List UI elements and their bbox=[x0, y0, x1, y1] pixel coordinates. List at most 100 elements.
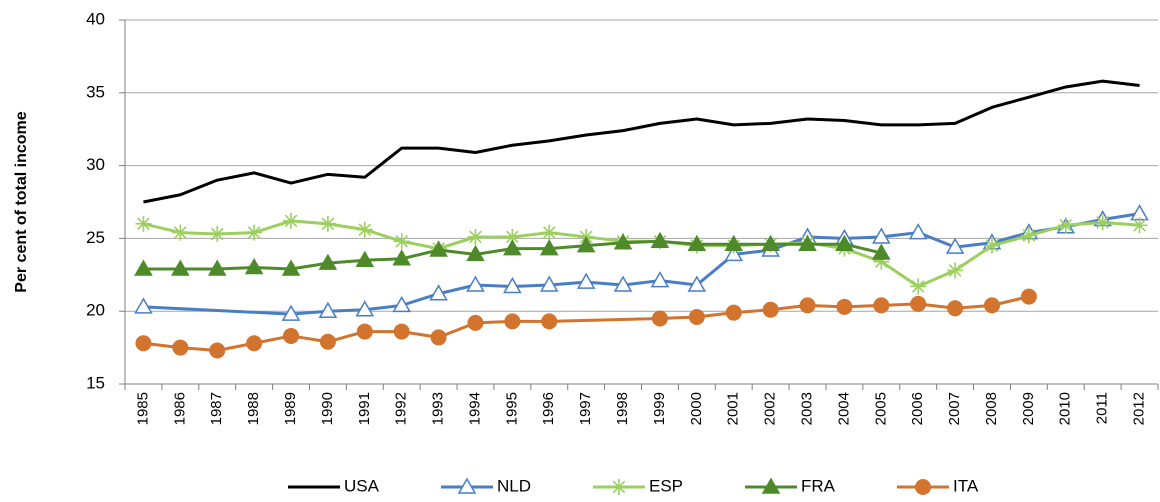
point bbox=[613, 233, 633, 250]
point bbox=[283, 212, 300, 229]
gap-connector bbox=[549, 316, 660, 323]
point bbox=[1094, 214, 1111, 231]
point bbox=[873, 297, 890, 314]
x-tick-label: 1995 bbox=[503, 392, 520, 425]
point bbox=[651, 310, 668, 327]
point bbox=[283, 327, 300, 344]
x-tick-label: 2006 bbox=[909, 392, 926, 425]
legend-marker bbox=[610, 479, 627, 495]
point bbox=[504, 228, 521, 245]
point bbox=[392, 295, 411, 313]
x-tick-label: 1991 bbox=[356, 392, 373, 425]
point bbox=[541, 224, 558, 241]
legend-marker bbox=[915, 479, 932, 495]
x-tick-label: 1997 bbox=[577, 392, 594, 425]
point bbox=[356, 323, 373, 340]
point bbox=[244, 258, 264, 275]
point bbox=[134, 259, 153, 276]
gap-connector bbox=[143, 305, 292, 316]
point bbox=[908, 223, 928, 240]
point bbox=[835, 234, 854, 251]
point bbox=[392, 249, 411, 266]
point bbox=[539, 275, 559, 292]
x-tick-label: 1996 bbox=[540, 392, 557, 425]
point bbox=[541, 313, 558, 330]
point bbox=[1057, 217, 1074, 234]
point bbox=[504, 313, 521, 330]
point bbox=[467, 228, 484, 245]
x-tick-label: 2007 bbox=[946, 392, 963, 425]
point bbox=[467, 314, 484, 331]
point bbox=[318, 301, 338, 318]
x-tick-label: 1999 bbox=[651, 392, 668, 425]
point bbox=[983, 297, 1000, 314]
point bbox=[393, 233, 410, 250]
point bbox=[725, 304, 742, 321]
point bbox=[872, 227, 891, 244]
legend-label: ITA bbox=[953, 476, 979, 495]
legend-label: USA bbox=[344, 476, 380, 495]
x-tick-label: 1986 bbox=[171, 392, 188, 425]
point bbox=[171, 259, 190, 276]
point bbox=[246, 224, 263, 241]
point bbox=[1020, 227, 1037, 244]
point bbox=[429, 284, 448, 301]
point bbox=[356, 221, 373, 238]
x-tick-label: 2001 bbox=[725, 392, 742, 425]
point bbox=[872, 243, 891, 260]
x-tick-label: 1993 bbox=[430, 392, 447, 425]
series-line bbox=[143, 319, 550, 353]
point bbox=[650, 271, 670, 288]
point bbox=[172, 339, 189, 356]
point bbox=[576, 272, 596, 289]
y-tick-label: 35 bbox=[86, 82, 105, 101]
legend-marker bbox=[457, 477, 477, 494]
point bbox=[355, 300, 375, 317]
legend-label: NLD bbox=[497, 476, 531, 495]
point bbox=[134, 297, 153, 314]
point bbox=[799, 297, 816, 314]
point bbox=[503, 239, 522, 256]
x-tick-label: 2009 bbox=[1020, 392, 1037, 425]
point bbox=[281, 304, 301, 321]
y-axis-title: Per cent of total income bbox=[13, 111, 30, 292]
series-line bbox=[143, 79, 1140, 204]
x-tick-label: 1990 bbox=[319, 392, 336, 425]
y-tick-label: 15 bbox=[86, 373, 105, 392]
y-tick-label: 25 bbox=[86, 228, 105, 247]
legend-marker bbox=[761, 477, 781, 494]
point bbox=[319, 333, 336, 350]
point bbox=[761, 234, 780, 251]
x-tick-label: 1998 bbox=[614, 392, 631, 425]
point bbox=[503, 276, 522, 294]
x-tick-label: 1987 bbox=[208, 392, 225, 425]
x-tick-label: 2012 bbox=[1131, 392, 1148, 425]
point bbox=[576, 236, 596, 253]
y-tick-label: 40 bbox=[86, 9, 105, 28]
point bbox=[319, 215, 336, 232]
point bbox=[429, 240, 448, 257]
x-tick-label: 2008 bbox=[983, 392, 1000, 425]
x-tick-label: 1989 bbox=[282, 392, 299, 425]
point bbox=[1131, 217, 1148, 234]
point bbox=[947, 300, 964, 317]
x-tick-label: 1985 bbox=[134, 392, 151, 425]
point bbox=[910, 295, 927, 312]
point bbox=[724, 234, 744, 251]
x-tick-label: 2004 bbox=[835, 392, 852, 425]
y-tick-label: 20 bbox=[86, 301, 105, 320]
point bbox=[687, 275, 707, 292]
x-tick-label: 2011 bbox=[1094, 392, 1111, 424]
point bbox=[1020, 288, 1037, 305]
y-tick-label: 30 bbox=[86, 155, 105, 174]
point bbox=[172, 224, 189, 241]
point bbox=[539, 239, 559, 256]
point bbox=[281, 259, 301, 276]
point bbox=[613, 275, 633, 292]
point bbox=[873, 253, 890, 270]
point bbox=[207, 259, 227, 276]
point bbox=[430, 329, 447, 346]
x-tick-label: 2000 bbox=[688, 392, 705, 425]
point bbox=[135, 215, 152, 232]
